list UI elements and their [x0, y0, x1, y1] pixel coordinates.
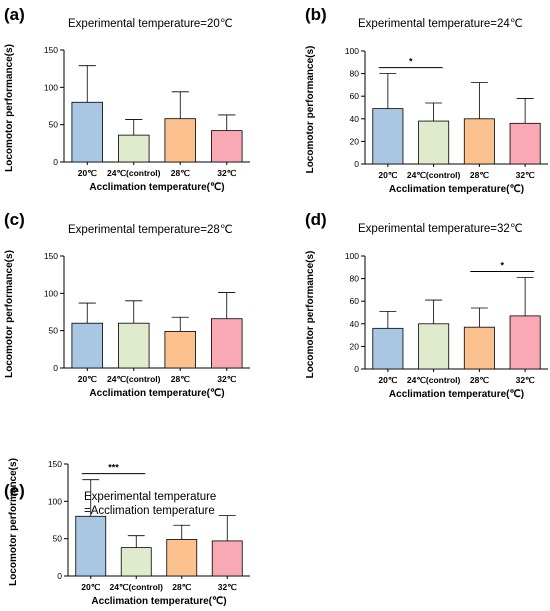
- panel-label: (b): [305, 5, 327, 24]
- panel-label: (d): [305, 210, 327, 229]
- significance-label: ***: [108, 463, 119, 473]
- y-tick-label: 80: [350, 274, 360, 284]
- category-label: 20℃: [78, 168, 97, 178]
- y-tick-label: 100: [345, 46, 359, 56]
- category-label: 20℃: [378, 170, 397, 180]
- panel-title-line: Experimental temperature=28℃: [68, 224, 233, 236]
- category-label: 20℃: [78, 374, 97, 384]
- x-axis-title: Acclimation temperature(℃): [89, 388, 224, 399]
- bar: [463, 326, 495, 370]
- bar: [71, 322, 103, 369]
- bar: [463, 118, 495, 165]
- panel-title-line: Experimental temperature=20℃: [68, 18, 233, 30]
- category-label: 28℃: [470, 375, 489, 385]
- significance-label: *: [409, 57, 413, 67]
- x-axis-title: Acclimation temperature(℃): [89, 182, 224, 193]
- bar: [164, 331, 196, 369]
- panel-title: Experimental temperature=24℃: [358, 18, 523, 30]
- chart-panel-3: (c) Experimental temperature=28℃ 0 50 100 150…: [4, 210, 250, 399]
- x-axis-title: Acclimation temperature(℃): [389, 389, 524, 400]
- bar: [211, 130, 243, 163]
- bar: [118, 322, 150, 369]
- bar: [372, 327, 404, 370]
- chart-panel-4: (d) Experimental temperature=32℃ 0 20 40 60 80…: [305, 210, 548, 400]
- bar: [509, 122, 541, 165]
- panel-title: Experimental temperature=28℃: [68, 224, 233, 236]
- y-tick-label: 150: [48, 459, 62, 469]
- bar: [166, 539, 198, 577]
- bar: [509, 315, 541, 370]
- x-axis-title: Acclimation temperature(℃): [389, 184, 524, 195]
- y-tick-label: 150: [44, 251, 58, 261]
- panel-label: (c): [4, 210, 25, 229]
- category-label: 28℃: [172, 582, 191, 592]
- bar: [120, 547, 152, 577]
- y-tick-label: 40: [350, 319, 360, 329]
- y-tick-label: 0: [53, 157, 58, 167]
- y-tick-label: 50: [49, 120, 59, 130]
- bar: [118, 134, 150, 163]
- panel-title: Experimental temperature=20℃: [68, 18, 233, 30]
- y-tick-label: 100: [44, 288, 58, 298]
- category-label: 24℃(control): [110, 582, 164, 592]
- y-tick-label: 0: [53, 363, 58, 373]
- bar: [418, 323, 450, 370]
- chart-panel-2: (b) Experimental temperature=24℃ 0 20 40 60 80…: [305, 5, 548, 195]
- y-tick-label: 0: [354, 159, 359, 169]
- category-label: 32℃: [516, 375, 535, 385]
- y-tick-label: 0: [354, 364, 359, 374]
- y-tick-label: 20: [350, 341, 360, 351]
- panel-title-line: Experimental temperature: [84, 491, 216, 503]
- y-tick-label: 150: [44, 45, 58, 55]
- y-axis-title: Locomotor performance(s): [305, 251, 316, 379]
- chart-panel-5: (e) Experimental temperature =Acclimation …: [4, 458, 250, 607]
- category-label: 28℃: [470, 170, 489, 180]
- category-label: 20℃: [81, 582, 100, 592]
- panel-title-line: Experimental temperature=32℃: [358, 223, 523, 235]
- category-label: 32℃: [217, 168, 236, 178]
- bar: [71, 101, 103, 163]
- category-label: 28℃: [171, 374, 190, 384]
- category-label: 32℃: [516, 170, 535, 180]
- significance-label: *: [500, 260, 504, 270]
- category-label: 32℃: [217, 374, 236, 384]
- panel-title: Experimental temperature =Acclimation tem…: [84, 491, 216, 517]
- y-tick-label: 0: [57, 571, 62, 581]
- panel-label: (e): [4, 481, 25, 500]
- x-axis-title: Acclimation temperature(℃): [91, 596, 226, 607]
- bar: [372, 108, 404, 165]
- panel-title-line: Experimental temperature=24℃: [358, 18, 523, 30]
- y-tick-label: 50: [53, 534, 63, 544]
- category-label: 24℃(control): [407, 170, 461, 180]
- y-tick-label: 60: [350, 296, 360, 306]
- y-tick-label: 80: [350, 69, 360, 79]
- y-tick-label: 20: [350, 136, 360, 146]
- y-tick-label: 50: [49, 326, 59, 336]
- category-label: 20℃: [378, 375, 397, 385]
- bar: [75, 515, 107, 577]
- panel-title: Experimental temperature=32℃: [358, 223, 523, 235]
- y-axis-title: Locomotor performance(s): [305, 46, 316, 174]
- bar: [418, 120, 450, 165]
- y-tick-label: 100: [44, 82, 58, 92]
- panel-title-line: =Acclimation temperature: [84, 505, 215, 517]
- y-axis-title: Locomotor performance(s): [8, 458, 19, 586]
- category-label: 28℃: [171, 168, 190, 178]
- y-tick-label: 40: [350, 114, 360, 124]
- panel-label: (a): [4, 5, 25, 24]
- y-tick-label: 60: [350, 91, 360, 101]
- category-label: 24℃(control): [107, 168, 161, 178]
- category-label: 32℃: [218, 582, 237, 592]
- y-tick-label: 100: [345, 251, 359, 261]
- category-label: 24℃(control): [407, 375, 461, 385]
- bar: [211, 318, 243, 369]
- category-label: 24℃(control): [107, 374, 161, 384]
- y-tick-label: 100: [48, 496, 62, 506]
- bar: [164, 118, 196, 163]
- bar: [211, 540, 243, 577]
- chart-panel-1: (a) Experimental temperature=20℃ 0 50 100 150…: [4, 5, 250, 193]
- y-axis-title: Locomotor performance(s): [4, 250, 15, 378]
- y-axis-title: Locomotor performance(s): [4, 44, 15, 172]
